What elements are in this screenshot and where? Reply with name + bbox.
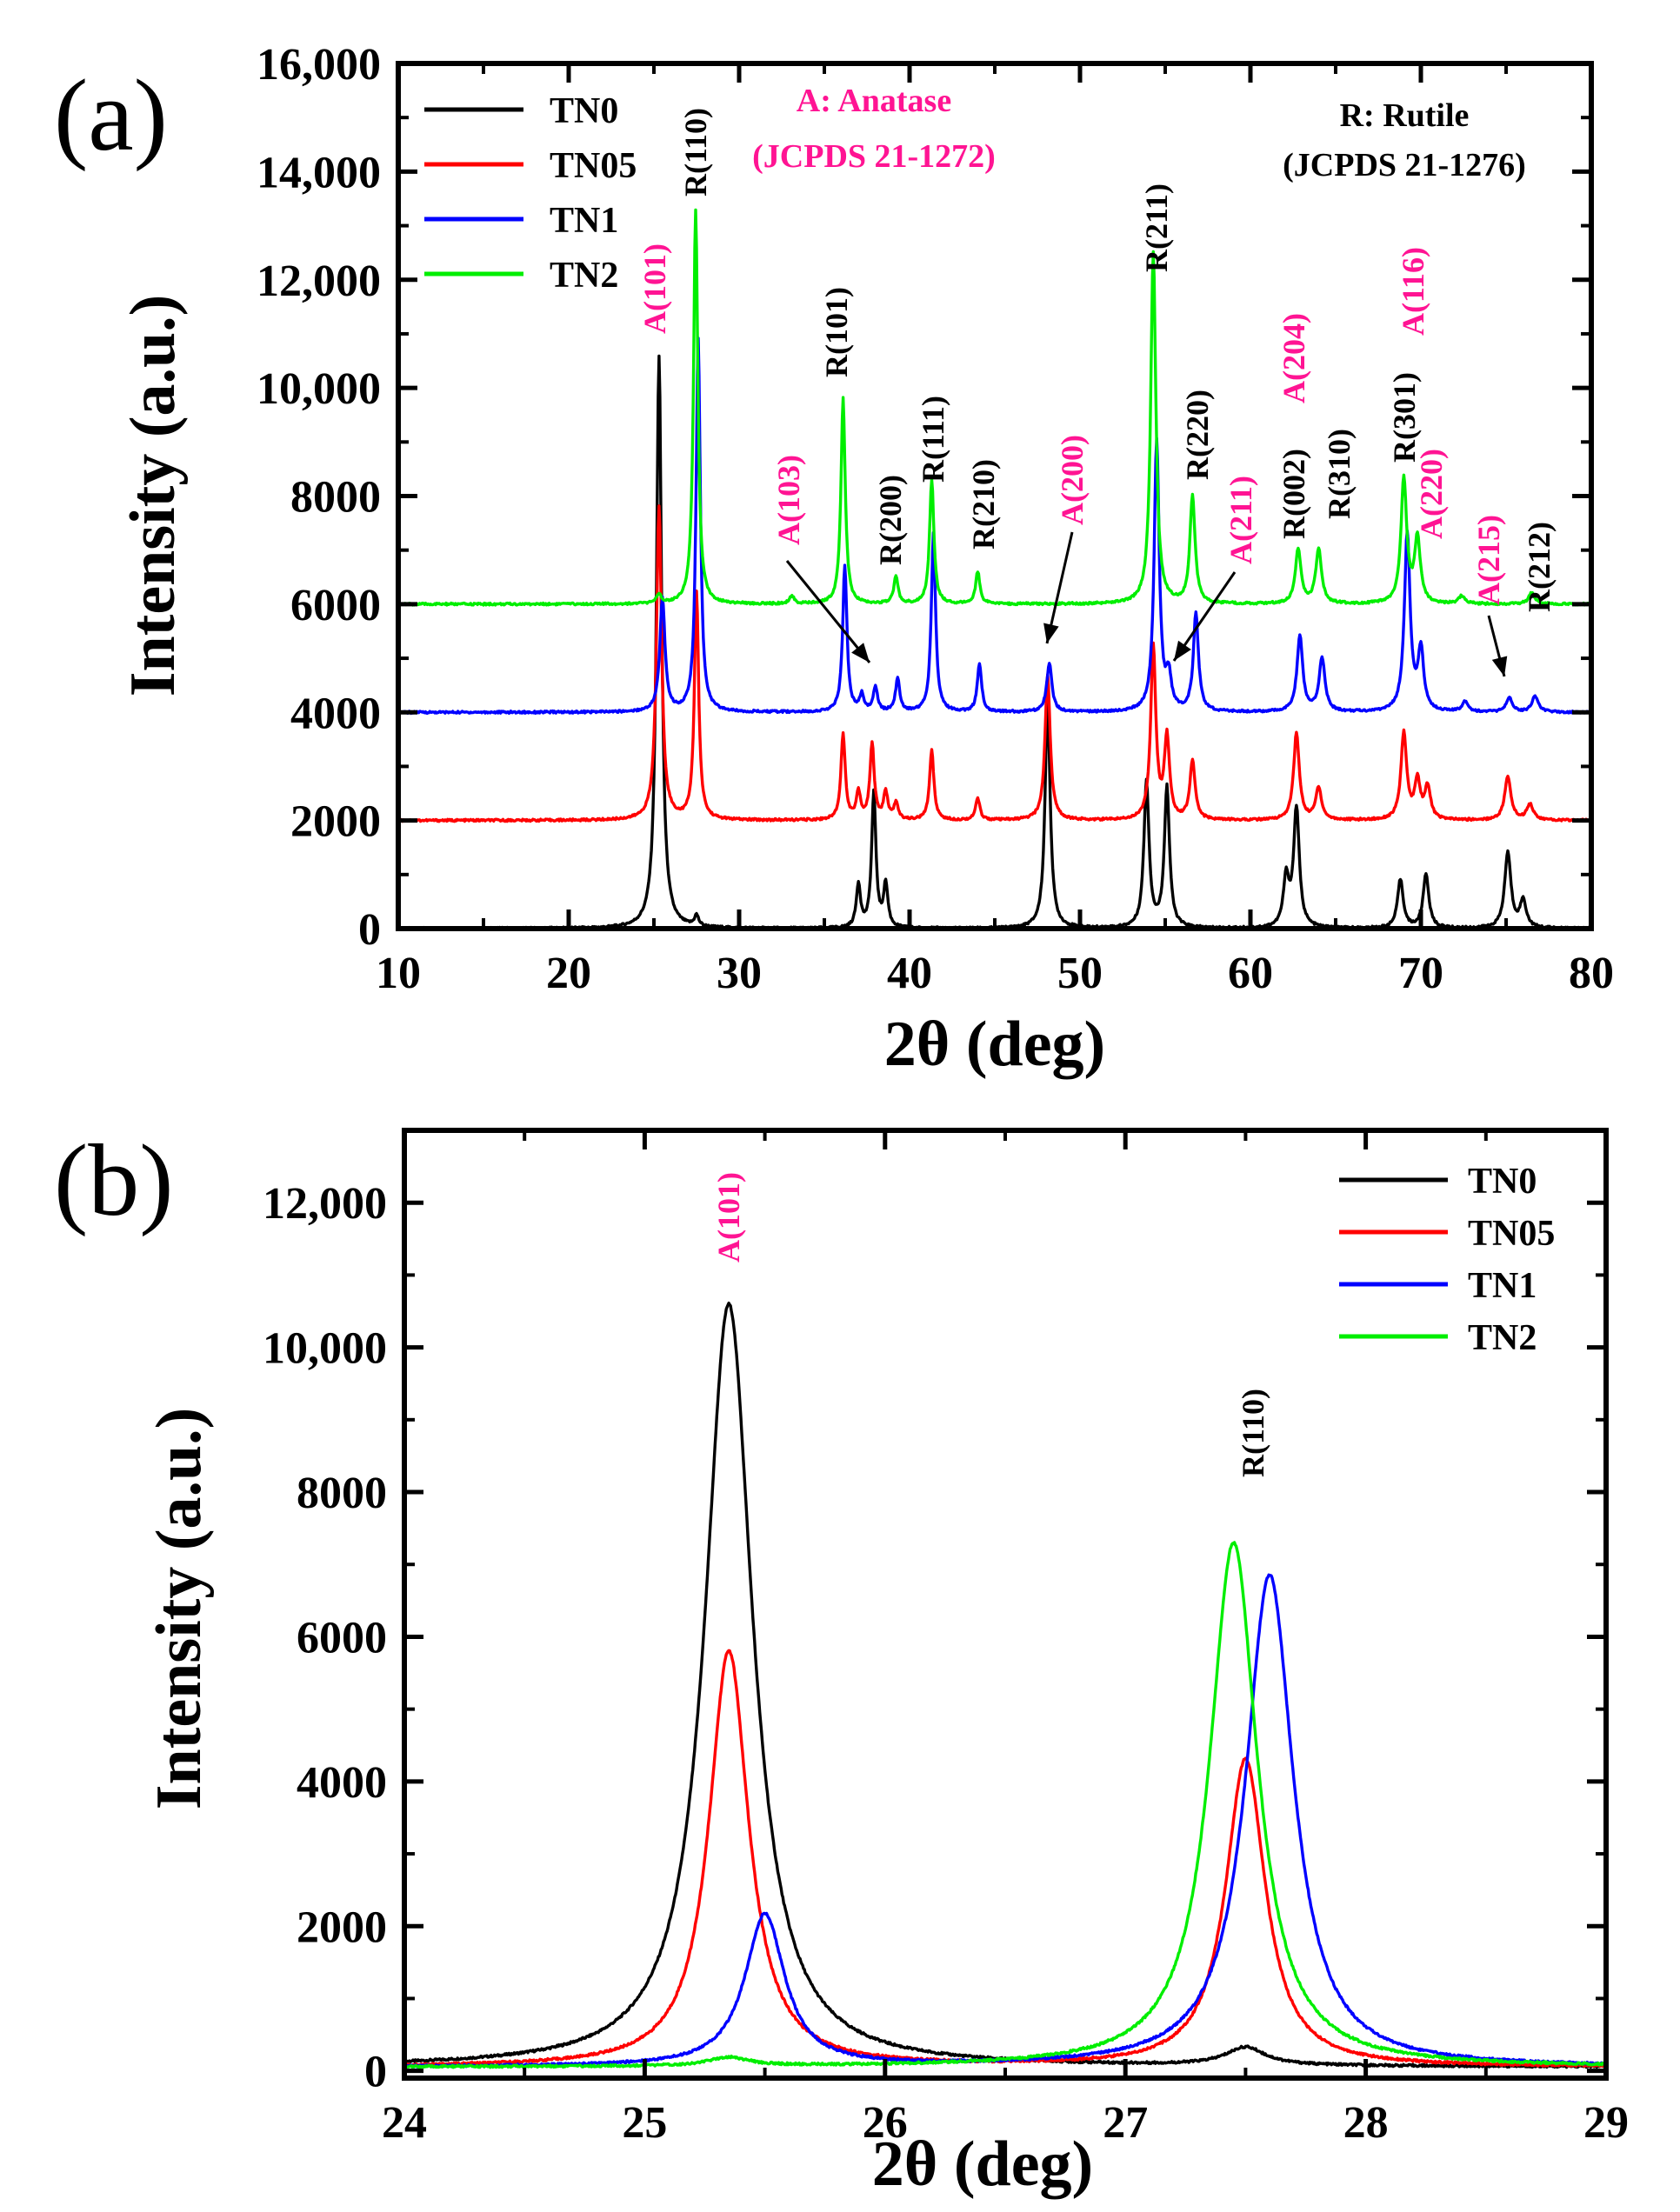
- legend-label-tn2: TN2: [550, 256, 618, 296]
- y-tick-label: 14,000: [257, 148, 381, 197]
- chart-panel-a: 10 20 30 40 50 60 70 80 0 2000 4000 6000 8000 10,000 1…: [54, 40, 1614, 1080]
- peak-label: R(002): [1277, 449, 1311, 539]
- x-tick-label: 70: [1398, 949, 1443, 998]
- annotation-arrowhead: [1174, 640, 1191, 661]
- peak-label: A(101): [711, 1172, 746, 1263]
- x-tick-label: 60: [1228, 949, 1273, 998]
- legend-label-tn0: TN0: [550, 91, 618, 131]
- x-tick-label: 50: [1057, 949, 1103, 998]
- legend-label-tn1: TN1: [550, 201, 618, 241]
- y-axis-title: Intensity (a.u.): [143, 1408, 215, 1810]
- y-tick-label: 4000: [297, 1758, 387, 1808]
- peak-label: A(204): [1277, 313, 1311, 403]
- panel-letter: (a): [54, 58, 168, 172]
- y-tick-label: 6000: [290, 581, 381, 630]
- peak-label: R(210): [966, 459, 1001, 550]
- annotation-arrowhead: [851, 643, 870, 663]
- annotation-arrowhead: [1491, 656, 1508, 676]
- reference-label: A: Anatase: [797, 83, 951, 119]
- reference-label: R: Rutile: [1340, 97, 1470, 134]
- reference-label: (JCPDS 21-1272): [752, 138, 996, 175]
- chart-panel-b: 24 25 26 27 28 29 0 2000 4000 6000 8000 10,000 12,00…: [54, 1123, 1629, 2200]
- peak-label: A(116): [1396, 247, 1430, 336]
- peak-label: R(200): [873, 475, 908, 565]
- peak-label: A(103): [771, 455, 806, 545]
- peak-label: A(200): [1055, 435, 1090, 525]
- x-tick-label: 10: [376, 949, 421, 998]
- peak-label: R(110): [1236, 1389, 1270, 1477]
- series-line-tn2: [403, 1541, 1607, 2069]
- peak-label: R(301): [1387, 372, 1422, 463]
- y-tick-label: 16,000: [257, 40, 381, 90]
- annotation-arrowhead: [1043, 623, 1059, 643]
- peak-label: R(110): [678, 108, 713, 197]
- y-tick-label: 12,000: [257, 257, 381, 306]
- legend-label-tn1: TN1: [1468, 1266, 1537, 1306]
- y-tick-label: 8000: [297, 1469, 387, 1518]
- x-tick-label: 30: [717, 949, 762, 998]
- panel-letter: (b): [54, 1123, 174, 1237]
- plot-frame: [402, 1128, 1609, 2081]
- series-line-tn05: [403, 1649, 1607, 2069]
- peak-label: R(211): [1139, 183, 1174, 272]
- y-tick-label: 10,000: [263, 1324, 387, 1374]
- x-axis-title: 2θ (deg): [884, 1009, 1105, 1080]
- y-tick-label: 0: [358, 905, 381, 955]
- x-tick-label: 27: [1103, 2098, 1148, 2148]
- x-tick-label: 28: [1343, 2098, 1389, 2148]
- y-tick-label: 6000: [297, 1613, 387, 1662]
- x-tick-label: 20: [546, 949, 591, 998]
- reference-label: (JCPDS 21-1276): [1283, 147, 1526, 183]
- y-tick-label: 10,000: [257, 364, 381, 414]
- peak-label: A(215): [1471, 515, 1506, 605]
- peak-label: R(212): [1522, 522, 1557, 612]
- peak-label: R(101): [819, 287, 854, 377]
- y-tick-label: 2000: [297, 1902, 387, 1952]
- peak-label: A(211): [1223, 476, 1258, 564]
- peak-label: R(310): [1322, 429, 1357, 519]
- y-tick-label: 8000: [290, 473, 381, 523]
- series-line-tn1: [397, 336, 1592, 716]
- peak-label: R(111): [916, 396, 950, 483]
- peak-label: A(220): [1414, 449, 1449, 539]
- y-tick-label: 0: [364, 2048, 387, 2097]
- y-tick-label: 2000: [290, 797, 381, 847]
- peak-label: R(220): [1180, 390, 1215, 480]
- x-tick-label: 40: [887, 949, 932, 998]
- x-tick-label: 26: [863, 2098, 908, 2148]
- peak-label: A(101): [637, 243, 672, 334]
- y-axis-title: Intensity (a.u.): [117, 295, 189, 697]
- x-tick-label: 24: [382, 2098, 427, 2148]
- series-line-tn2: [397, 208, 1592, 607]
- legend-label-tn05: TN05: [1468, 1214, 1555, 1254]
- x-tick-label: 80: [1569, 949, 1614, 998]
- series-line-tn1: [403, 1573, 1607, 2069]
- series-line-tn05: [397, 504, 1592, 823]
- y-tick-label: 12,000: [263, 1179, 387, 1229]
- x-axis-title: 2θ (deg): [872, 2129, 1093, 2200]
- series-line-tn0: [403, 1302, 1607, 2069]
- x-tick-label: 25: [622, 2098, 667, 2148]
- annotation-arrow: [785, 560, 871, 663]
- legend-label-tn2: TN2: [1468, 1318, 1537, 1358]
- legend-label-tn05: TN05: [550, 146, 637, 186]
- x-tick-label: 29: [1583, 2098, 1629, 2148]
- legend-label-tn0: TN0: [1468, 1162, 1537, 1202]
- y-tick-label: 4000: [290, 689, 381, 738]
